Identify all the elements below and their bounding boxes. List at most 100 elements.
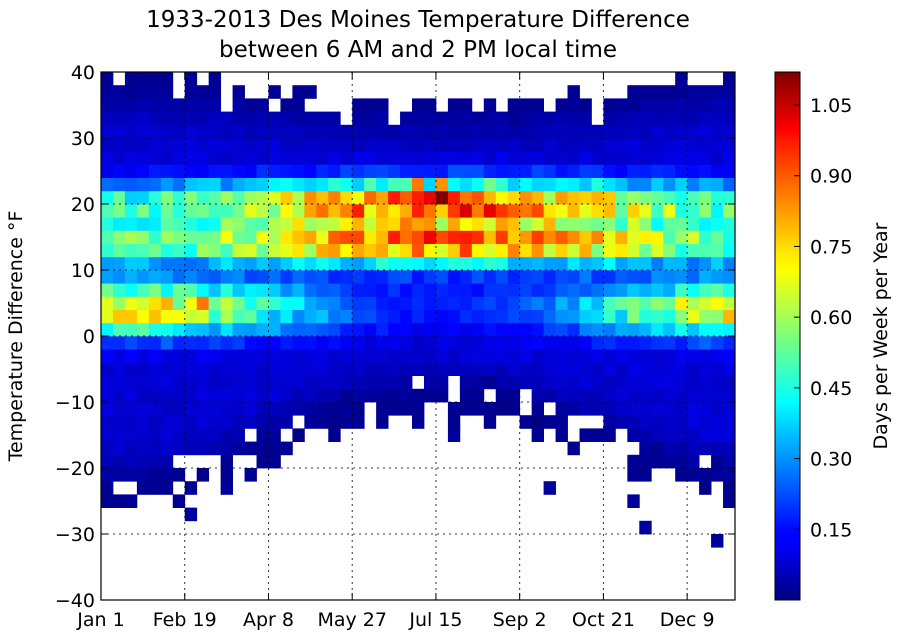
colorbar-tick-label: 0.45 [810, 378, 852, 400]
heatmap-cell [388, 230, 401, 244]
heatmap-cell [603, 415, 616, 429]
heatmap-cell [423, 349, 437, 363]
heatmap-cell [651, 270, 664, 284]
heatmap-cell [232, 441, 245, 456]
heatmap-cell [352, 388, 365, 403]
heatmap-cell [687, 177, 700, 192]
heatmap-cell [603, 375, 616, 390]
heatmap-cell [447, 98, 461, 112]
heatmap-cell [244, 177, 257, 192]
heatmap-cell [292, 309, 305, 324]
colorbar [774, 71, 801, 601]
heatmap-cell [412, 217, 425, 231]
heatmap-cell [579, 243, 592, 258]
heatmap-cell [579, 270, 592, 284]
heatmap-cell [172, 349, 186, 363]
heatmap-cell [651, 428, 664, 442]
heatmap-cell [388, 375, 401, 390]
heatmap-cell [555, 177, 568, 192]
heatmap-cell [220, 362, 233, 376]
heatmap-cell [603, 402, 616, 416]
heatmap-cell [316, 402, 329, 416]
heatmap-cell [232, 388, 245, 403]
heatmap-cell [627, 151, 640, 165]
x-tick-label: Jan 1 [76, 609, 124, 631]
heatmap-cell [483, 362, 497, 376]
heatmap-cell [699, 402, 712, 416]
heatmap-cell [603, 164, 616, 178]
heatmap-cell [292, 362, 305, 376]
heatmap-cell [160, 85, 174, 99]
heatmap-cell [352, 296, 365, 310]
heatmap-cell [292, 217, 305, 231]
heatmap-cell [555, 362, 568, 376]
heatmap-cell [723, 124, 736, 139]
heatmap-cell [352, 375, 365, 390]
heatmap-cell [304, 296, 317, 310]
heatmap-cell [196, 309, 210, 324]
heatmap-cell [376, 256, 389, 271]
y-axis-label: Temperature Difference °F [5, 211, 27, 463]
heatmap-cell [160, 349, 174, 363]
heatmap-cell [172, 309, 186, 324]
heatmap-cell [579, 177, 592, 192]
heatmap-cell [507, 98, 521, 112]
heatmap-cell [268, 243, 281, 258]
heatmap-cell [555, 428, 568, 442]
heatmap-cell [639, 270, 652, 284]
heatmap-cell [160, 428, 174, 442]
heatmap-cell [412, 283, 425, 297]
heatmap-cell [304, 164, 317, 178]
heatmap-cell [172, 441, 186, 456]
heatmap-cell [687, 111, 700, 126]
heatmap-cell [208, 428, 222, 442]
heatmap-cell [136, 362, 150, 376]
heatmap-cell [316, 204, 329, 218]
heatmap-cell [244, 468, 257, 482]
heatmap-cell [699, 230, 712, 244]
heatmap-cell [292, 270, 305, 284]
heatmap-cell [579, 296, 592, 310]
heatmap-cell [687, 243, 700, 258]
heatmap-cell [531, 336, 544, 350]
heatmap-cell [184, 217, 198, 231]
heatmap-cell [160, 362, 174, 376]
heatmap-cell [699, 283, 712, 297]
heatmap-cell [364, 243, 377, 258]
heatmap-cell [124, 494, 138, 508]
heatmap-cell [304, 190, 317, 205]
heatmap-cell [172, 322, 186, 337]
heatmap-cell [531, 309, 544, 324]
heatmap-cell [531, 415, 544, 429]
heatmap-cell [483, 415, 497, 429]
heatmap-cell [639, 520, 652, 535]
heatmap-cell [388, 309, 401, 324]
heatmap-cell [340, 177, 353, 192]
heatmap-cell [196, 415, 210, 429]
heatmap-cell [316, 217, 329, 231]
heatmap-cell [316, 336, 329, 350]
heatmap-cell [723, 454, 736, 469]
heatmap-cell [244, 151, 257, 165]
heatmap-cell [603, 138, 616, 152]
heatmap-cell [591, 296, 604, 310]
heatmap-cell [711, 270, 724, 284]
heatmap-cell [268, 190, 281, 205]
heatmap-cell [627, 494, 640, 508]
heatmap-cell [711, 375, 724, 390]
heatmap-cell [627, 204, 640, 218]
heatmap-cell [627, 349, 640, 363]
heatmap-cell [244, 243, 257, 258]
heatmap-cell [651, 111, 664, 126]
heatmap-cell [112, 283, 126, 297]
heatmap-cell [280, 151, 293, 165]
heatmap-cell [495, 336, 509, 350]
heatmap-cell [148, 441, 162, 456]
heatmap-cell [651, 243, 664, 258]
heatmap-cell [376, 217, 389, 231]
heatmap-cell [423, 111, 437, 126]
heatmap-cell [388, 124, 401, 139]
heatmap-cell [101, 322, 114, 337]
heatmap-cell [184, 375, 198, 390]
heatmap-cell [196, 204, 210, 218]
